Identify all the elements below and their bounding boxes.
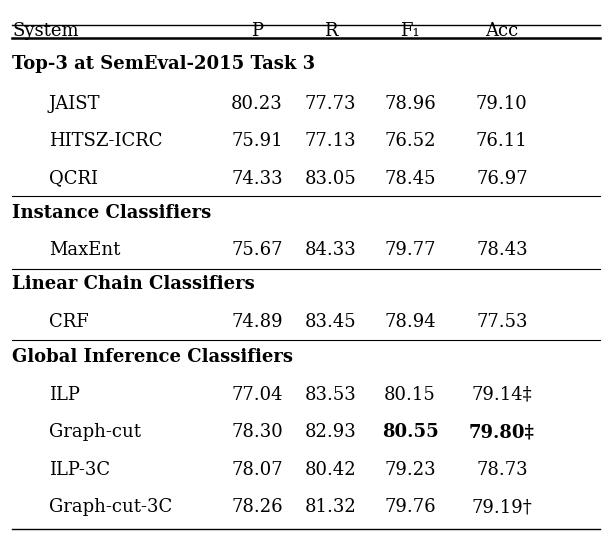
Text: Acc: Acc [485,22,518,40]
Text: 81.32: 81.32 [305,498,356,516]
Text: 78.96: 78.96 [384,95,436,113]
Text: 77.53: 77.53 [476,313,528,331]
Text: 83.45: 83.45 [305,313,356,331]
Text: 80.55: 80.55 [382,423,438,441]
Text: 79.19†: 79.19† [471,498,532,516]
Text: 76.52: 76.52 [384,132,436,150]
Text: ILP: ILP [49,386,80,404]
Text: 78.26: 78.26 [231,498,283,516]
Text: 79.23: 79.23 [384,461,436,479]
Text: 79.14‡: 79.14‡ [471,386,532,404]
Text: Graph-cut-3C: Graph-cut-3C [49,498,172,516]
Text: Instance Classifiers: Instance Classifiers [12,204,212,222]
Text: R: R [324,22,337,40]
Text: 75.67: 75.67 [231,241,283,259]
Text: 80.42: 80.42 [305,461,356,479]
Text: QCRI: QCRI [49,170,98,188]
Text: 83.05: 83.05 [305,170,356,188]
Text: 79.76: 79.76 [384,498,436,516]
Text: 78.94: 78.94 [384,313,436,331]
Text: Top-3 at SemEval-2015 Task 3: Top-3 at SemEval-2015 Task 3 [12,55,315,73]
Text: 77.04: 77.04 [231,386,283,404]
Text: CRF: CRF [49,313,89,331]
Text: 78.45: 78.45 [384,170,436,188]
Text: 79.77: 79.77 [384,241,436,259]
Text: JAIST: JAIST [49,95,100,113]
Text: 80.15: 80.15 [384,386,436,404]
Text: 83.53: 83.53 [305,386,356,404]
Text: MaxEnt: MaxEnt [49,241,121,259]
Text: 78.73: 78.73 [476,461,528,479]
Text: Graph-cut: Graph-cut [49,423,141,441]
Text: 78.30: 78.30 [231,423,283,441]
Text: 79.10: 79.10 [476,95,528,113]
Text: 77.13: 77.13 [305,132,356,150]
Text: ILP-3C: ILP-3C [49,461,110,479]
Text: F₁: F₁ [400,22,420,40]
Text: 75.91: 75.91 [231,132,283,150]
Text: 79.80‡: 79.80‡ [469,423,535,441]
Text: 78.07: 78.07 [231,461,283,479]
Text: 84.33: 84.33 [305,241,356,259]
Text: System: System [12,22,79,40]
Text: 80.23: 80.23 [231,95,283,113]
Text: 82.93: 82.93 [305,423,356,441]
Text: HITSZ-ICRC: HITSZ-ICRC [49,132,162,150]
Text: 74.33: 74.33 [231,170,283,188]
Text: 76.11: 76.11 [476,132,528,150]
Text: P: P [251,22,263,40]
Text: Linear Chain Classifiers: Linear Chain Classifiers [12,276,255,293]
Text: 76.97: 76.97 [476,170,528,188]
Text: 77.73: 77.73 [305,95,356,113]
Text: Global Inference Classifiers: Global Inference Classifiers [12,348,293,366]
Text: 74.89: 74.89 [231,313,283,331]
Text: 78.43: 78.43 [476,241,528,259]
